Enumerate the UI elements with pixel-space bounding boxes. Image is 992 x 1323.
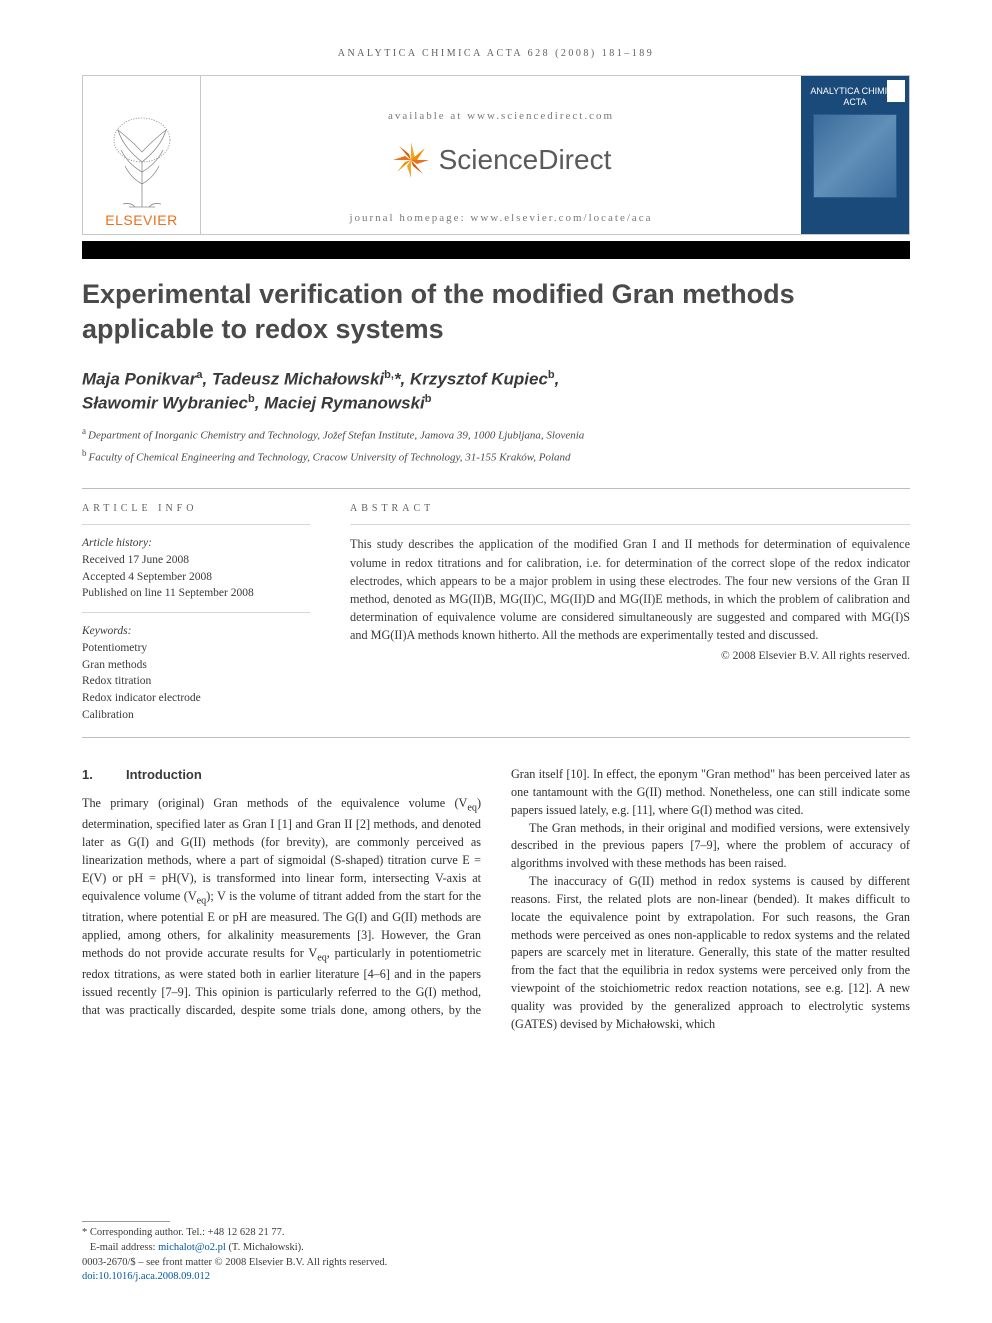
sciencedirect-flare-icon xyxy=(391,140,431,180)
sciencedirect-logo: ScienceDirect xyxy=(391,140,612,180)
keywords-block: Keywords: Potentiometry Gran methods Red… xyxy=(82,623,310,723)
corresponding-author-line: * Corresponding author. Tel.: +48 12 628… xyxy=(82,1226,478,1241)
available-at-line: available at www.sciencedirect.com xyxy=(388,110,614,122)
body-paragraph: The Gran methods, in their original and … xyxy=(511,820,910,873)
email-line: E-mail address: michalot@o2.pl (T. Micha… xyxy=(82,1241,478,1256)
divider xyxy=(350,524,910,525)
issn-line: 0003-2670/$ – see front matter © 2008 El… xyxy=(82,1256,478,1271)
section-heading: 1.Introduction xyxy=(82,766,481,785)
footer-block: * Corresponding author. Tel.: +48 12 628… xyxy=(82,1221,478,1285)
abstract-text: This study describes the application of … xyxy=(350,535,910,643)
journal-homepage-line: journal homepage: www.elsevier.com/locat… xyxy=(349,212,652,224)
doi-line: doi:10.1016/j.aca.2008.09.012 xyxy=(82,1270,478,1285)
abstract-column: abstract This study describes the applic… xyxy=(350,503,910,723)
cover-corner-icon xyxy=(887,80,905,102)
affiliation-a: aDepartment of Inorganic Chemistry and T… xyxy=(82,425,910,445)
journal-masthead: ELSEVIER available at www.sciencedirect.… xyxy=(82,75,910,235)
article-history: Article history: Received 17 June 2008 A… xyxy=(82,535,310,602)
author-list: Maja Ponikvara, Tadeusz Michałowskib,*, … xyxy=(82,368,910,415)
title-top-bar xyxy=(82,241,910,259)
affiliation-b: bFaculty of Chemical Engineering and Tec… xyxy=(82,447,910,467)
elsevier-wordmark: ELSEVIER xyxy=(105,212,177,228)
sciencedirect-wordmark: ScienceDirect xyxy=(439,144,612,176)
article-info-head: article info xyxy=(82,503,310,514)
divider xyxy=(82,612,310,613)
cover-image-stub xyxy=(813,114,897,198)
elsevier-tree-icon xyxy=(103,112,181,210)
journal-cover-thumb: ANALYTICA CHIMICA ACTA xyxy=(801,76,909,234)
info-abstract-row: article info Article history: Received 1… xyxy=(82,488,910,738)
masthead-center: available at www.sciencedirect.com Scien… xyxy=(201,76,801,234)
body-paragraph: The inaccuracy of G(II) method in redox … xyxy=(511,873,910,1033)
body-two-column: 1.Introduction The primary (original) Gr… xyxy=(82,766,910,1033)
divider xyxy=(82,524,310,525)
running-head: analytica chimica acta 628 (2008) 181–18… xyxy=(82,48,910,59)
publisher-logo-block: ELSEVIER xyxy=(83,76,201,234)
article-info-column: article info Article history: Received 1… xyxy=(82,503,310,723)
abstract-copyright: © 2008 Elsevier B.V. All rights reserved… xyxy=(350,650,910,662)
abstract-head: abstract xyxy=(350,503,910,514)
article-title: Experimental verification of the modifie… xyxy=(82,277,910,346)
footer-rule xyxy=(82,1221,170,1222)
